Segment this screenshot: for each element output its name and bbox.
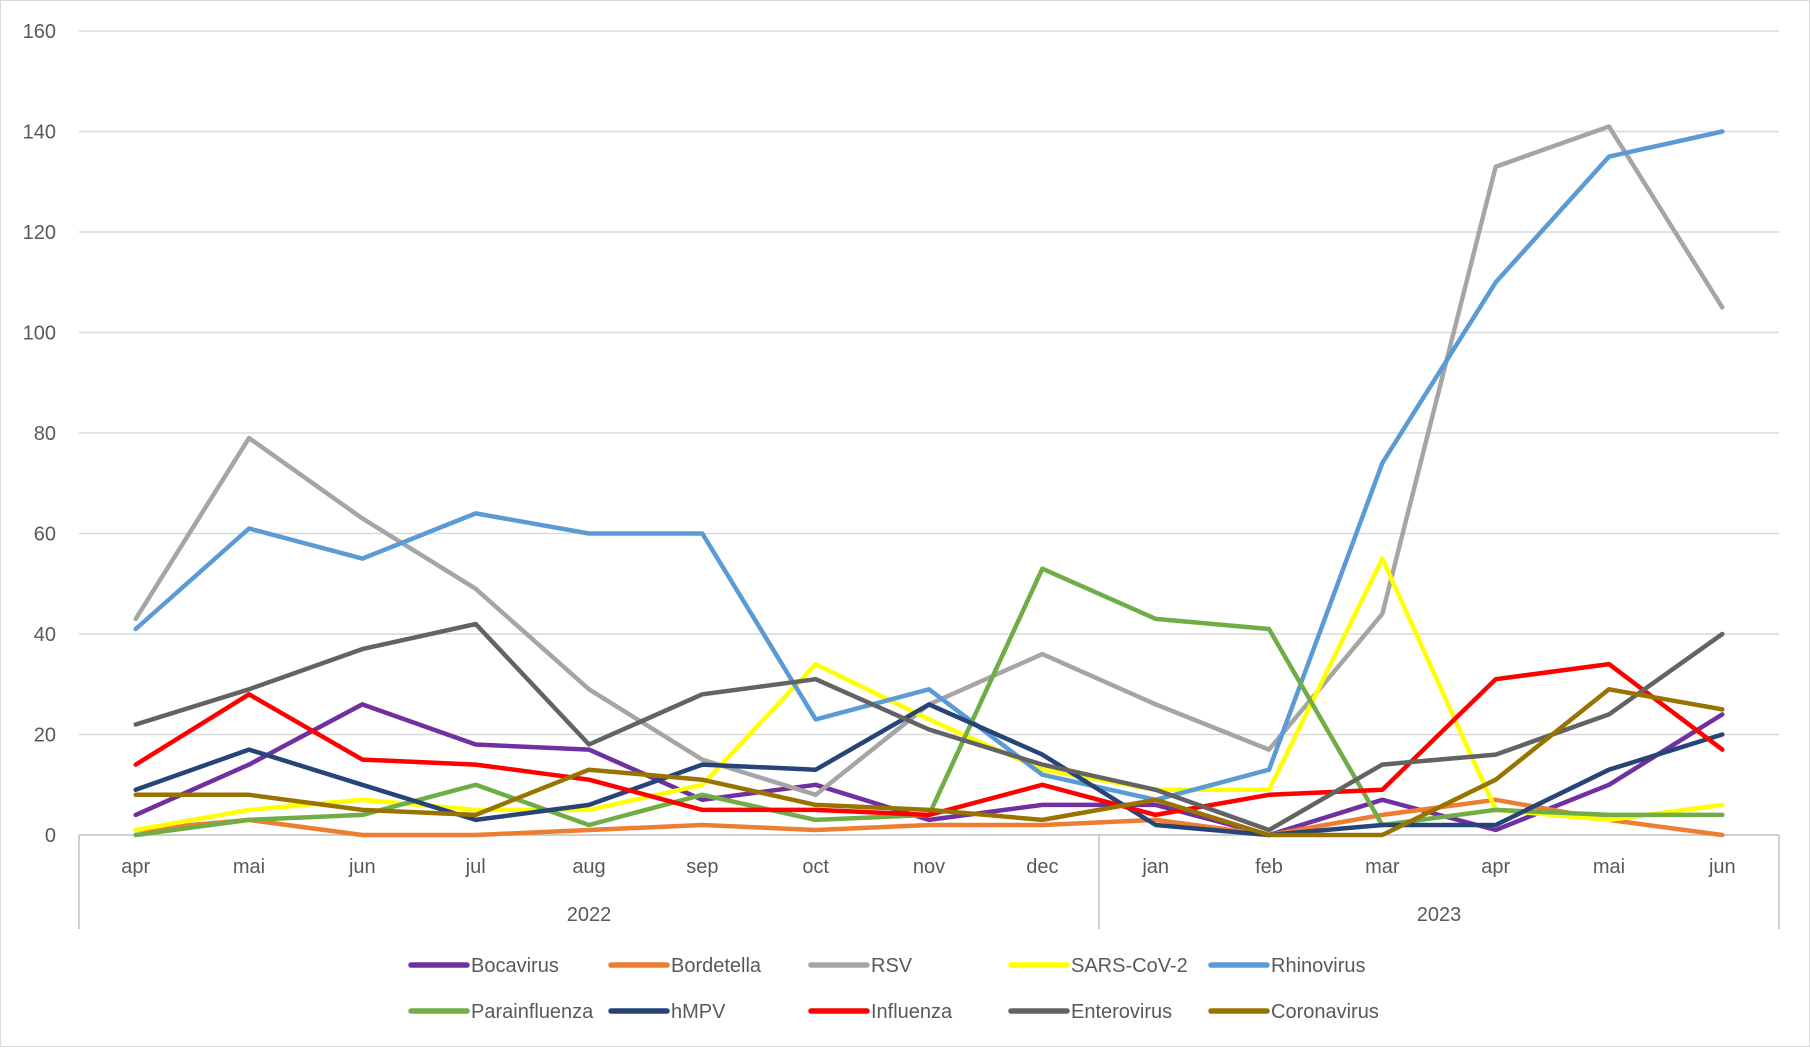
legend-label: Bordetella: [671, 955, 762, 977]
series-line-parainfluenza: [133, 566, 1725, 838]
series-line-influenza: [133, 661, 1725, 818]
series-line-coronavirus: [133, 687, 1725, 838]
y-tick-label: 80: [34, 423, 56, 445]
x-tick-label: mai: [233, 856, 265, 878]
x-tick-label: mar: [1365, 856, 1400, 878]
legend-label: Influenza: [871, 1001, 953, 1023]
x-tick-label: oct: [802, 856, 829, 878]
x-group-label: 2022: [567, 904, 612, 926]
series-line-bocavirus: [133, 702, 1725, 838]
x-tick-label: apr: [121, 856, 150, 878]
x-tick-label: jan: [1141, 856, 1169, 878]
series-line-bordetella: [133, 797, 1725, 838]
y-tick-label: 60: [34, 524, 56, 546]
legend-label: Parainfluenza: [471, 1001, 594, 1023]
legend-label: Bocavirus: [471, 955, 559, 977]
x-tick-label: mai: [1593, 856, 1625, 878]
legend-label: Enterovirus: [1071, 1001, 1172, 1023]
x-axis: apr mai jun jul aug sep oct nov dec jan feb mar apr m…: [78, 834, 1780, 929]
x-tick-label: jul: [465, 856, 486, 878]
legend-label: Rhinovirus: [1271, 955, 1365, 977]
series-line-enterovirus: [133, 621, 1725, 833]
x-tick-label: sep: [686, 856, 718, 878]
series-line-rhinovirus: [133, 129, 1725, 803]
x-tick-label: apr: [1481, 856, 1510, 878]
legend-label: hMPV: [671, 1001, 726, 1023]
gridlines: [79, 30, 1779, 736]
x-tick-label: dec: [1026, 856, 1058, 878]
y-tick-label: 20: [34, 725, 56, 747]
series-lines: [133, 124, 1725, 838]
series-line-rsv: [133, 124, 1725, 798]
legend: Bocavirus Bordetella RSV SARS-CoV-2 Rhinovir…: [408, 955, 1379, 1023]
legend-label: RSV: [871, 955, 913, 977]
legend-label: SARS-CoV-2: [1071, 955, 1188, 977]
y-tick-label: 160: [23, 21, 56, 43]
y-tick-label: 120: [23, 222, 56, 244]
y-tick-label: 40: [34, 624, 56, 646]
series-line-hmpv: [133, 702, 1725, 838]
x-tick-label: nov: [913, 856, 945, 878]
y-tick-label: 100: [23, 323, 56, 345]
y-tick-label: 140: [23, 122, 56, 144]
x-tick-label: jun: [1708, 856, 1736, 878]
x-tick-label: aug: [572, 856, 605, 878]
x-group-label: 2023: [1417, 904, 1462, 926]
y-tick-label: 0: [45, 825, 56, 847]
legend-label: Coronavirus: [1271, 1001, 1379, 1023]
y-axis-tick-labels: 0 20 40 60 80 100 120 140 160: [23, 21, 56, 847]
x-tick-label: jun: [348, 856, 376, 878]
x-tick-label: feb: [1255, 856, 1283, 878]
